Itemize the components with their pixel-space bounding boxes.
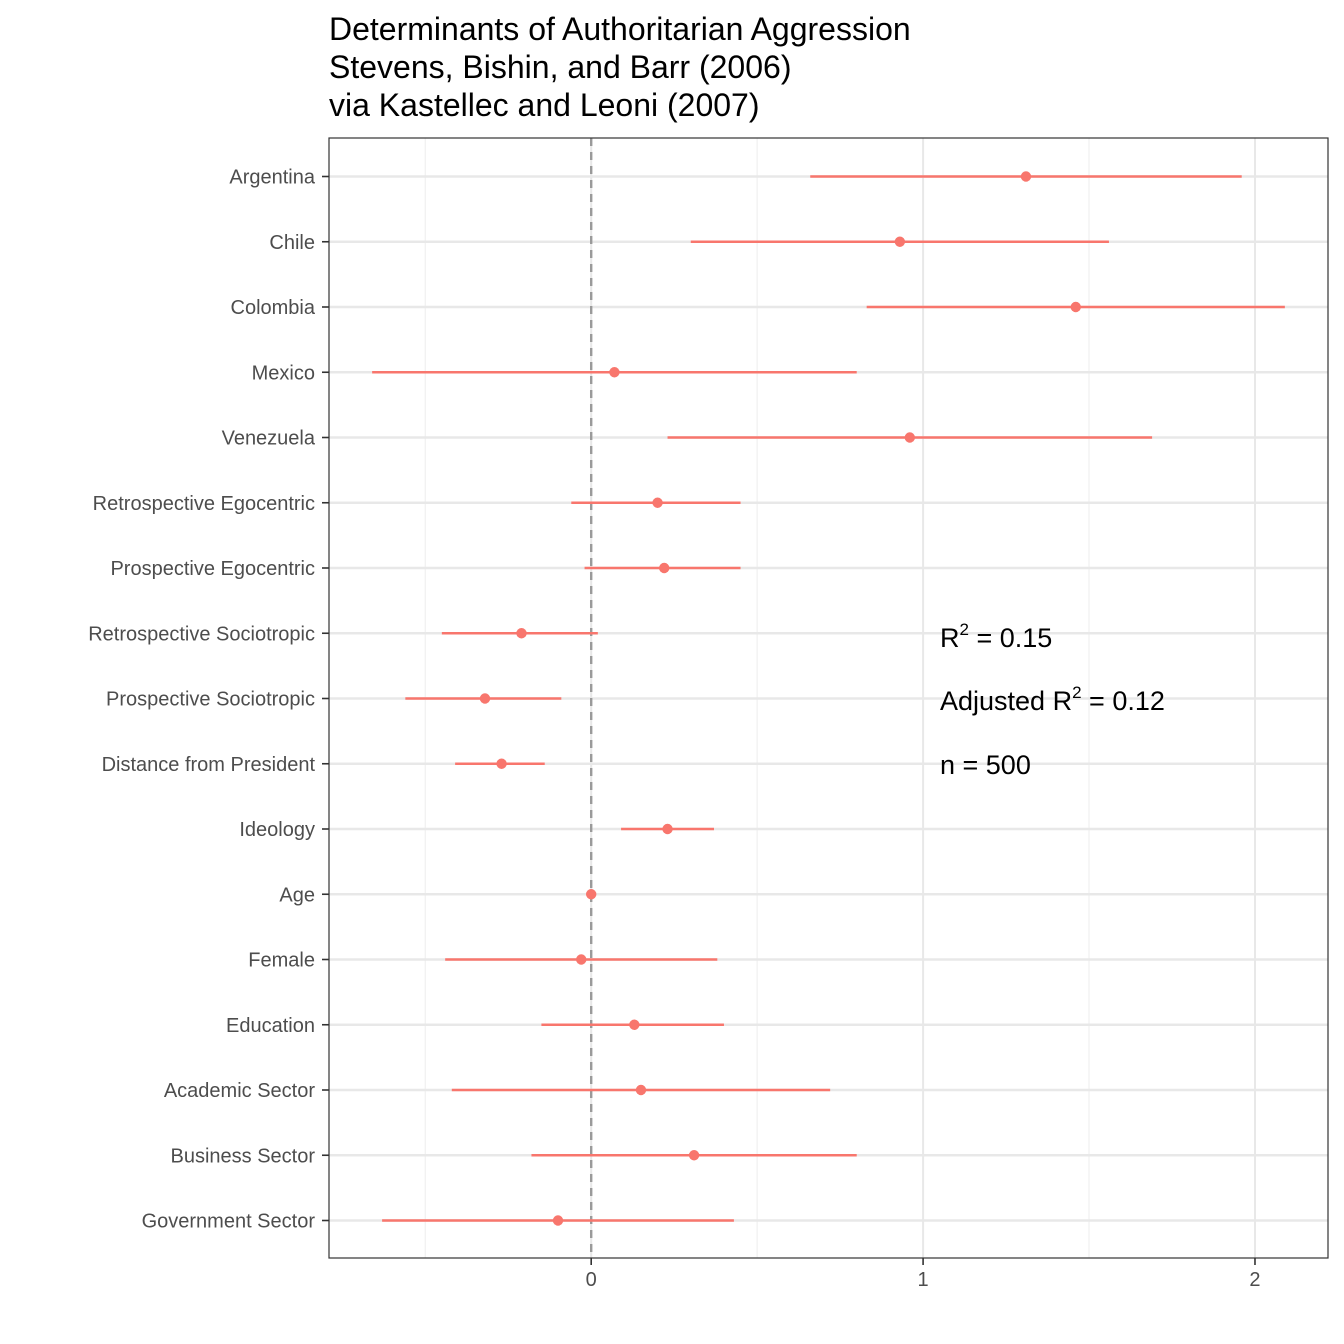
estimate-point (894, 236, 906, 247)
estimate-point (904, 432, 916, 443)
estimate-point (1070, 301, 1081, 313)
y-tick-label: Prospective Egocentric (110, 558, 315, 580)
estimate-point (629, 1019, 640, 1030)
estimate-point (552, 1215, 564, 1226)
estimate-point (662, 823, 673, 835)
y-tick-label: Chile (269, 232, 315, 254)
x-tick-label: 0 (586, 1269, 597, 1291)
annotation-group: R2 = 0.15 Adjusted R2 = 0.12 n = 500 (940, 620, 1165, 780)
estimate-point (479, 693, 491, 704)
estimate-point (652, 497, 663, 508)
y-tick-label: Prospective Sociotropic (106, 689, 315, 711)
adjusted-r2-annotation: Adjusted R2 = 0.12 (940, 683, 1165, 716)
n-annotation: n = 500 (940, 750, 1031, 780)
y-tick-label: Colombia (231, 297, 316, 319)
marks (372, 171, 1285, 1226)
y-tick-label: Ideology (239, 819, 315, 841)
y-tick-label: Retrospective Egocentric (93, 493, 315, 515)
title-line-3: via Kastellec and Leoni (2007) (329, 87, 760, 123)
y-tick-label: Distance from President (102, 754, 316, 776)
y-tick-label: Argentina (229, 167, 315, 189)
x-tick-label: 1 (918, 1269, 929, 1291)
y-tick-label: Government Sector (142, 1211, 316, 1233)
y-tick-label: Age (279, 884, 315, 906)
y-tick-label: Education (226, 1015, 315, 1037)
y-tick-label: Mexico (252, 362, 315, 384)
estimate-point (635, 1084, 647, 1096)
y-tick-label: Retrospective Sociotropic (88, 623, 315, 645)
title-line-2: Stevens, Bishin, and Barr (2006) (329, 49, 792, 85)
x-tick-label: 2 (1249, 1269, 1260, 1291)
r2-annotation: R2 = 0.15 (940, 620, 1052, 653)
estimate-point (576, 954, 587, 965)
y-tick-label: Business Sector (170, 1145, 315, 1167)
estimate-point (516, 628, 527, 639)
chart-title: Determinants of Authoritarian Aggression… (329, 10, 911, 124)
y-tick-label: Venezuela (222, 428, 316, 450)
y-tick-label: Academic Sector (164, 1080, 316, 1102)
axes: Argentina Chile Colombia Mexico Venezuela Ret… (88, 167, 1260, 1292)
estimate-point (659, 562, 670, 574)
title-line-1: Determinants of Authoritarian Aggression (329, 11, 911, 47)
estimate-point (609, 367, 620, 378)
estimate-point (688, 1150, 700, 1161)
estimate-point (585, 889, 597, 900)
estimate-point (496, 758, 507, 769)
y-tick-label: Female (248, 950, 315, 972)
estimate-point (1020, 171, 1032, 182)
